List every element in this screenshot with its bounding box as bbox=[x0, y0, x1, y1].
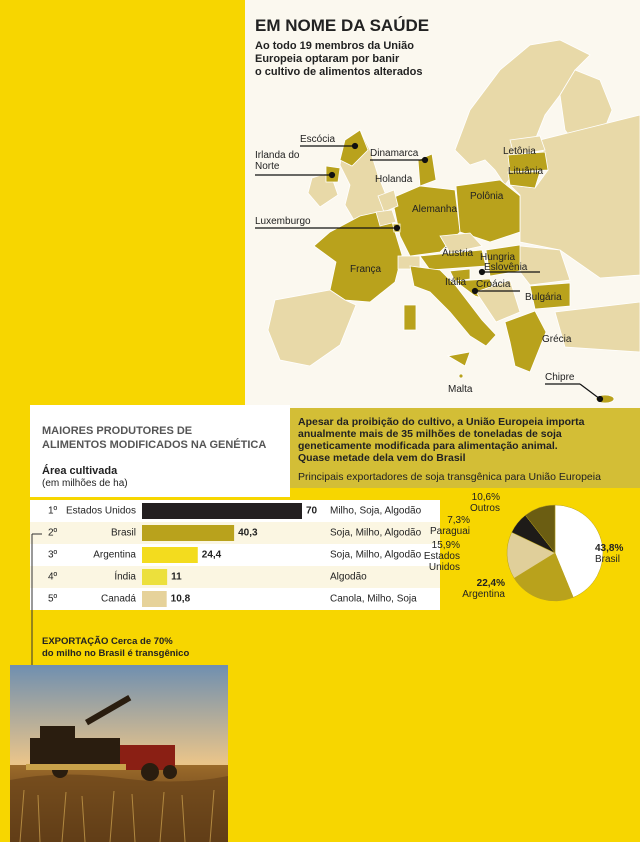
row-bg bbox=[30, 588, 440, 610]
pie-category-label: Outros bbox=[469, 503, 500, 514]
bar-panel bbox=[30, 405, 290, 497]
map-label: França bbox=[350, 264, 382, 275]
category-label: Brasil bbox=[111, 528, 136, 539]
bar-chart: 1º Estados Unidos 70 Milho, Soja, Algodão 2º… bbox=[30, 500, 440, 610]
bar bbox=[142, 503, 302, 519]
pie-intro: anualmente mais de 35 milhões de tonelad… bbox=[298, 428, 562, 440]
row-bg bbox=[30, 544, 440, 566]
pie-intro: Quase metade dela vem do Brasil bbox=[298, 452, 466, 464]
bar bbox=[142, 591, 167, 607]
value-label: 40,3 bbox=[238, 528, 258, 539]
pie-value-label: 43,8% bbox=[595, 543, 624, 554]
map-label: Bulgária bbox=[525, 292, 562, 303]
map-subtitle: Ao todo 19 membros da União bbox=[255, 40, 414, 52]
bar bbox=[142, 569, 168, 585]
europe-map bbox=[267, 39, 640, 404]
value-label: 24,4 bbox=[202, 550, 222, 561]
rank: 1º bbox=[48, 506, 58, 517]
bar-title: MAIORES PRODUTORES DE bbox=[42, 425, 193, 437]
rank: 5º bbox=[48, 594, 58, 605]
map-label: Malta bbox=[448, 384, 473, 395]
photo bbox=[10, 665, 228, 842]
map-label: Lituânia bbox=[508, 166, 544, 177]
crops-label: Milho, Soja, Algodão bbox=[330, 506, 422, 517]
value-label: 10,8 bbox=[171, 594, 191, 605]
map-subtitle: Europeia optaram por banir bbox=[255, 53, 400, 65]
pie-value-label: 15,9% bbox=[431, 540, 460, 551]
bar bbox=[142, 547, 198, 563]
pie-title: Principais exportadores de soja transgên… bbox=[298, 471, 601, 483]
map-subtitle: o cultivo de alimentos alterados bbox=[255, 66, 423, 78]
map-label: Irlanda do Norte bbox=[255, 150, 300, 172]
bar-unit: (em milhões de ha) bbox=[42, 478, 128, 489]
pie-slice bbox=[506, 531, 556, 579]
row-bg bbox=[30, 566, 440, 588]
pie-category-label: Brasil bbox=[595, 554, 621, 565]
map-label: Luxemburgo bbox=[255, 216, 311, 227]
pie-slice bbox=[554, 504, 604, 598]
pie-intro: Apesar da proibição do cultivo, a União … bbox=[298, 416, 585, 428]
map-label: Grécia bbox=[542, 334, 572, 345]
map-label: Chipre bbox=[545, 372, 575, 383]
map-label: Polônia bbox=[470, 191, 504, 202]
rank: 4º bbox=[48, 572, 58, 583]
bar-title: ALIMENTOS MODIFICADOS NA GENÉTICA bbox=[42, 439, 267, 451]
map-label: Letônia bbox=[503, 146, 536, 157]
crops-label: Canola, Milho, Soja bbox=[330, 594, 417, 605]
value-label: 11 bbox=[171, 572, 182, 583]
pie-value-label: 7,3% bbox=[447, 515, 470, 526]
crops-label: Algodão bbox=[330, 572, 367, 583]
leader-lines bbox=[255, 142, 604, 403]
pie-chart bbox=[506, 504, 604, 602]
map-label: Itália bbox=[445, 277, 467, 288]
rank: 3º bbox=[48, 550, 58, 561]
map-label: Dinamarca bbox=[370, 148, 419, 159]
pie-intro-panel bbox=[290, 408, 640, 488]
category-label: Estados Unidos bbox=[66, 506, 136, 517]
crops-label: Soja, Milho, Algodão bbox=[330, 550, 422, 561]
photo-caption: EXPORTAÇÃO Cerca de 70% bbox=[42, 636, 173, 647]
pie-intro: geneticamente modificada para alimentaçã… bbox=[298, 440, 558, 452]
map-label: Escócia bbox=[300, 134, 336, 145]
map-label: Hungria bbox=[480, 252, 516, 263]
map-label: Holanda bbox=[375, 174, 413, 185]
pie-category-label: Paraguai bbox=[429, 526, 470, 537]
pie-value-label: 22,4% bbox=[476, 578, 505, 589]
pie-category-label: Argentina bbox=[462, 589, 505, 600]
crops-label: Soja, Milho, Algodão bbox=[330, 528, 422, 539]
map-label: Croácia bbox=[476, 279, 511, 290]
map-title: EM NOME DA SAÚDE bbox=[255, 16, 430, 35]
pie-category-label: Estados Unidos bbox=[423, 551, 460, 573]
row-bg bbox=[30, 522, 440, 544]
bar bbox=[142, 525, 235, 541]
bar-subtitle: Área cultivada bbox=[42, 465, 118, 477]
map-label: Áustria bbox=[442, 248, 474, 259]
pie-slice bbox=[513, 552, 574, 602]
map-label: Eslovênia bbox=[484, 262, 528, 273]
photo-caption: do milho no Brasil é transgênico bbox=[42, 648, 190, 659]
category-label: Índia bbox=[114, 570, 136, 583]
pie-value-label: 10,6% bbox=[471, 492, 500, 503]
map-label: Alemanha bbox=[412, 204, 458, 215]
rank: 2º bbox=[48, 528, 58, 539]
pie-slice bbox=[524, 504, 556, 554]
category-label: Argentina bbox=[93, 550, 136, 561]
value-label: 70 bbox=[306, 506, 318, 517]
category-label: Canadá bbox=[101, 594, 136, 605]
